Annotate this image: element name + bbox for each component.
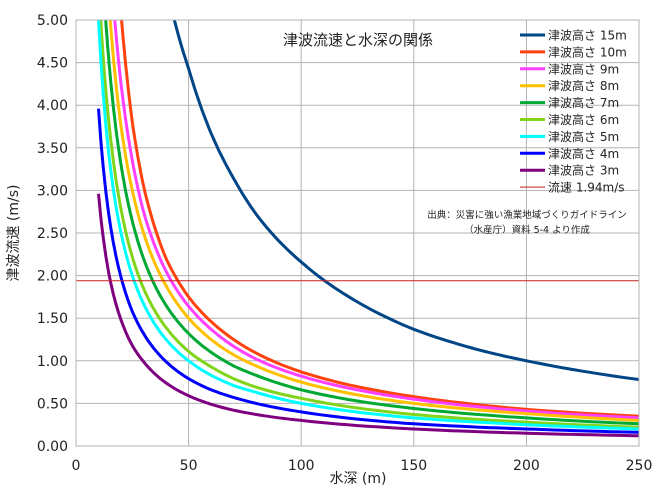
y-tick-label: 4.50 (37, 56, 68, 72)
series-line-2 (120, 20, 639, 418)
legend-label: 津波高さ 9m (548, 61, 619, 76)
series-line-7 (97, 20, 639, 431)
series-line-1 (172, 20, 639, 381)
x-tick-label: 200 (513, 458, 540, 474)
y-tick-labels: 0.00 0.50 1.00 1.50 2.00 2.50 3.00 3.50 4.00 4.50… (37, 13, 68, 455)
x-tick-label: 250 (626, 458, 653, 474)
series-layer (76, 20, 639, 438)
x-tick-label: 150 (400, 458, 427, 474)
series-line-6 (99, 20, 639, 429)
y-tick-label: 3.00 (37, 183, 68, 199)
y-tick-label: 3.50 (37, 141, 68, 157)
y-tick-label: 2.00 (37, 269, 68, 285)
source-note-line-1: 出典：災害に強い漁業地域づくりガイドライン (427, 209, 627, 221)
y-axis-title: 津波流速 (m/s) (6, 184, 22, 281)
series-line-4 (108, 20, 639, 422)
y-tick-label: 0.50 (37, 396, 68, 412)
y-tick-label: 5.00 (37, 13, 68, 29)
x-tick-label: 100 (288, 458, 315, 474)
x-tick-labels: 0 50 100 150 200 250 (72, 458, 653, 474)
legend-label: 津波高さ 10m (548, 44, 627, 59)
grid (75, 19, 640, 447)
chart-title: 津波流速と水深の関係 (283, 31, 433, 49)
plot-frame (75, 19, 640, 447)
legend-label: 流速 1.94m/s (548, 181, 625, 195)
y-tick-label: 1.00 (37, 354, 68, 370)
y-tick-label: 0.00 (37, 439, 68, 455)
series-line-5 (104, 20, 639, 426)
y-tick-label: 4.00 (37, 98, 68, 114)
x-tick-label: 0 (72, 458, 81, 474)
legend-label: 津波高さ 7m (548, 95, 619, 110)
y-tick-label: 1.50 (37, 311, 68, 327)
legend-label: 津波高さ 6m (548, 112, 619, 127)
legend-label: 津波高さ 3m (548, 163, 619, 178)
legend-label: 津波高さ 4m (548, 146, 619, 161)
legend-label: 津波高さ 8m (548, 78, 619, 93)
legend-label: 津波高さ 15m (548, 28, 627, 43)
source-note-line-2: （水産庁）資料 5-4 より作成 (464, 224, 590, 236)
x-tick-label: 50 (180, 458, 198, 474)
x-axis-title: 水深 (m) (329, 471, 386, 487)
series-line-8 (97, 108, 639, 434)
legend-label: 津波高さ 5m (548, 129, 619, 144)
series-line-9 (97, 193, 639, 438)
series-line-3 (113, 20, 639, 420)
y-tick-label: 2.50 (37, 226, 68, 242)
